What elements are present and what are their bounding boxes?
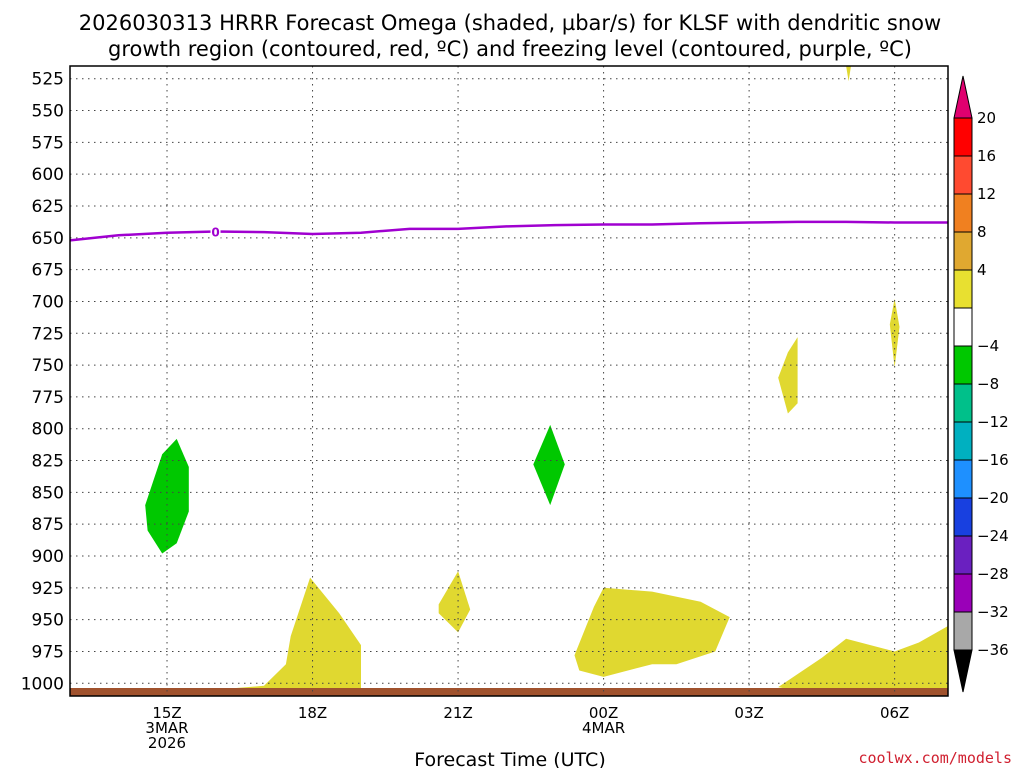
y-tick-label: 900 [32, 547, 64, 567]
x-tick-label: 15Z [152, 704, 181, 722]
colorbar-tick-label: −12 [977, 413, 1009, 431]
plot-frame [69, 65, 949, 697]
colorbar-tick-label: −8 [977, 375, 999, 393]
x-axis-label: Forecast Time (UTC) [414, 749, 605, 768]
colorbar-segment [953, 307, 973, 347]
colorbar-tick-label: 20 [977, 109, 996, 127]
colorbar-segment [953, 573, 973, 613]
y-tick-label: 650 [32, 229, 64, 249]
colorbar-segment [953, 117, 973, 157]
colorbar-bottom-arrow [953, 649, 973, 693]
colorbar-tick-label: −4 [977, 337, 999, 355]
colorbar-tick-label: 4 [977, 261, 987, 279]
colorbar-tick-label: −20 [977, 489, 1009, 507]
y-axis: 525 550 575 600 625 650 675 700 725 750 775 800 825 8… [21, 70, 64, 695]
x-tick-label: 4MAR [582, 719, 625, 737]
colorbar-segment [953, 231, 973, 271]
y-tick-label: 875 [32, 515, 64, 535]
omega-region-2 [118, 577, 361, 696]
omega-region-5 [778, 626, 948, 691]
colorbar-tick-label: 12 [977, 185, 996, 203]
y-tick-label: 800 [32, 420, 64, 440]
colorbar-segment [953, 193, 973, 233]
colorbar-tick-label: 16 [977, 147, 996, 165]
colorbar-segment [953, 345, 973, 385]
y-tick-label: 925 [32, 579, 64, 599]
colorbar-tick-label: −28 [977, 565, 1009, 583]
colorbar-top-arrow [953, 75, 973, 119]
colorbar-tick-label: −36 [977, 641, 1009, 659]
chart-title-line2: growth region (contoured, red, ºC) and f… [108, 37, 912, 61]
y-tick-label: 525 [32, 70, 64, 90]
grid-lines [70, 66, 948, 696]
omega-region-3 [438, 571, 471, 633]
freezing-level-label-bg [210, 223, 221, 239]
x-tick-label: 2026 [148, 734, 186, 752]
omega-region-7 [889, 298, 900, 368]
omega-region-1 [533, 424, 565, 506]
y-tick-label: 600 [32, 165, 64, 185]
colorbar-segment [953, 535, 973, 575]
colorbar-segment [953, 383, 973, 423]
omega-region-6 [778, 337, 798, 414]
y-tick-label: 725 [32, 324, 64, 344]
y-tick-label: 1000 [21, 674, 64, 694]
y-tick-label: 825 [32, 452, 64, 472]
freezing-level-label: 0 [211, 225, 219, 239]
y-tick-label: 950 [32, 611, 64, 631]
colorbar-tick-label: −24 [977, 527, 1009, 545]
colorbar-segment [953, 611, 973, 651]
omega-region-4 [574, 587, 730, 677]
ground-layer [70, 688, 948, 696]
colorbar-segment [953, 421, 973, 461]
freezing-level-layer: 0 [69, 220, 948, 242]
colorbar-tick-label: 8 [977, 223, 987, 241]
y-tick-label: 775 [32, 388, 64, 408]
x-tick-label: 3MAR [145, 719, 188, 737]
x-tick-label: 06Z [880, 704, 909, 722]
plot-area [70, 66, 948, 696]
x-tick-label: 21Z [443, 704, 472, 722]
chart-title-line1: 2026030313 HRRR Forecast Omega (shaded, … [79, 11, 941, 35]
colorbar-segment [953, 497, 973, 537]
x-tick-label: 18Z [298, 704, 327, 722]
y-tick-label: 550 [32, 102, 64, 122]
omega-region-8 [846, 66, 851, 82]
colorbar-segment [953, 459, 973, 499]
y-tick-label: 700 [32, 292, 64, 312]
x-tick-label: 03Z [734, 704, 763, 722]
y-tick-label: 975 [32, 642, 64, 662]
colorbar-tick-label: −32 [977, 603, 1009, 621]
y-tick-label: 750 [32, 356, 64, 376]
colorbar: 20 16 12 8 4 −4 −8 −12 −16 −20 −24 −28 −32 −36 [953, 75, 1009, 693]
y-tick-label: 575 [32, 133, 64, 153]
credit-text: coolwx.com/models [858, 749, 1012, 767]
colorbar-tick-label: −16 [977, 451, 1009, 469]
colorbar-segment [953, 155, 973, 195]
y-tick-label: 675 [32, 261, 64, 281]
colorbar-segment [953, 269, 973, 309]
plot-background [70, 66, 948, 696]
y-tick-label: 625 [32, 197, 64, 217]
y-tick-label: 850 [32, 483, 64, 503]
x-tick-label: 00Z [589, 704, 618, 722]
omega-region-0 [145, 438, 189, 554]
